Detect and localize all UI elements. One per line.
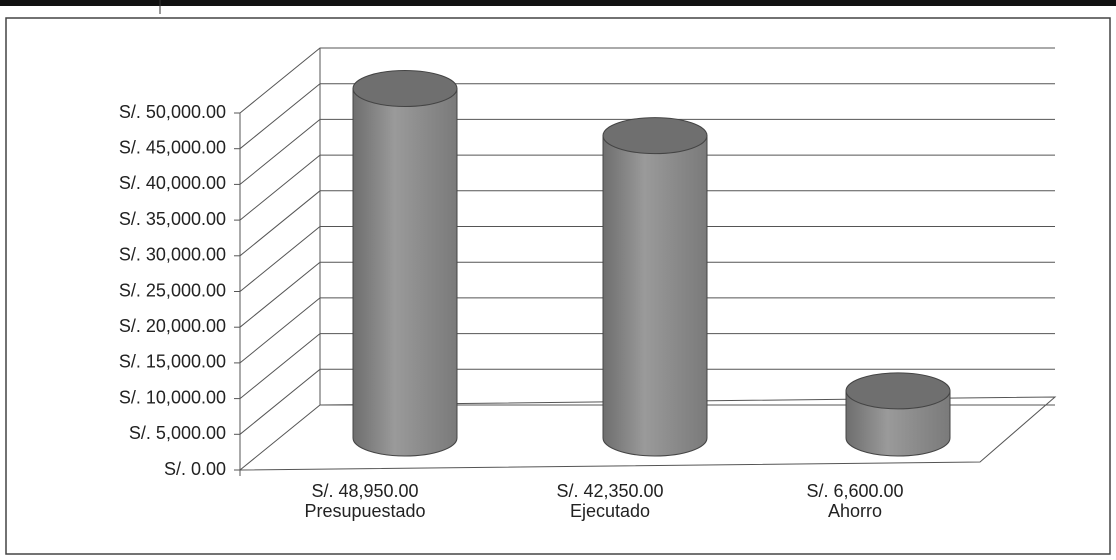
- top-border: [0, 0, 1116, 6]
- y-tick-label: S/. 30,000.00: [119, 245, 226, 265]
- y-tick-label: S/. 10,000.00: [119, 387, 226, 407]
- cylinder-body: [352, 87, 458, 457]
- x-tick-label: Presupuestado: [304, 501, 425, 521]
- x-tick-label: Ejecutado: [570, 501, 650, 521]
- cylinder-body: [602, 135, 708, 457]
- value-label: S/. 6,600.00: [806, 481, 903, 501]
- x-tick-label: Ahorro: [828, 501, 882, 521]
- y-tick-label: S/. 40,000.00: [119, 173, 226, 193]
- y-tick-label: S/. 25,000.00: [119, 280, 226, 300]
- y-tick-label: S/. 50,000.00: [119, 102, 226, 122]
- cylinder-top: [845, 372, 951, 410]
- chart-frame: [5, 17, 1111, 555]
- y-tick-label: S/. 0.00: [164, 459, 226, 479]
- cylinder-top: [352, 69, 458, 107]
- cylinder-body: [845, 390, 951, 457]
- value-label: S/. 42,350.00: [556, 481, 663, 501]
- y-tick-label: S/. 15,000.00: [119, 352, 226, 372]
- value-label: S/. 48,950.00: [311, 481, 418, 501]
- y-tick-label: S/. 45,000.00: [119, 137, 226, 157]
- y-tick-label: S/. 35,000.00: [119, 209, 226, 229]
- y-tick-label: S/. 20,000.00: [119, 316, 226, 336]
- cylinder-top: [602, 117, 708, 155]
- y-tick-label: S/. 5,000.00: [129, 423, 226, 443]
